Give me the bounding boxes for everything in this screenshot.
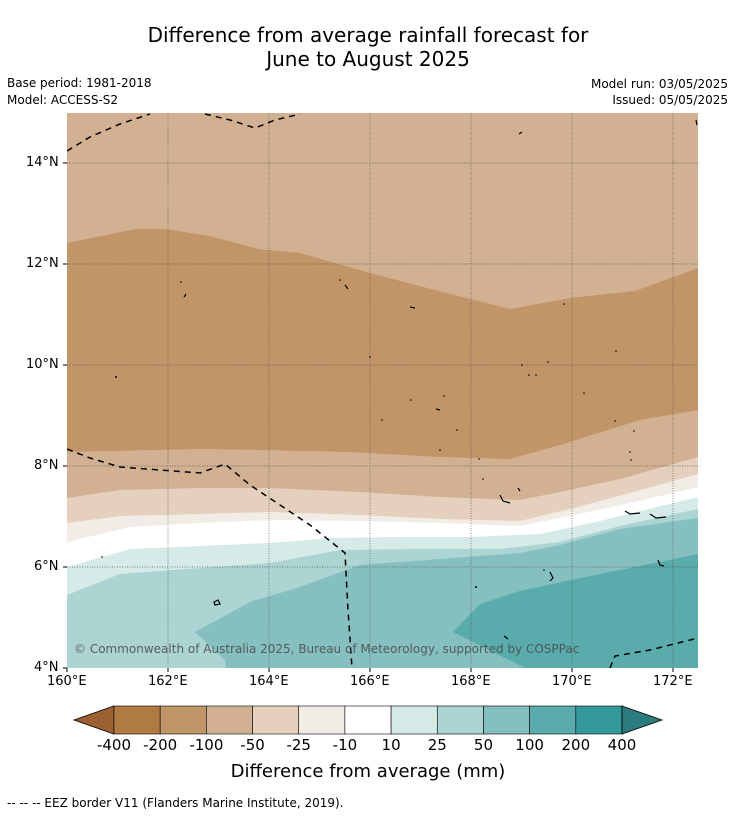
- colorbar-tick-label: -10: [332, 736, 358, 754]
- lon-label-168e: 168°E: [451, 674, 491, 689]
- model-name: Model: ACCESS-S2: [7, 93, 119, 107]
- issued-date: Issued: 05/05/2025: [612, 93, 728, 107]
- lon-label-160e: 160°E: [47, 674, 87, 689]
- lon-label-162e: 162°E: [148, 674, 188, 689]
- colorbar-extend-low: [72, 705, 115, 735]
- band-plus-100: [453, 554, 698, 668]
- colorbar-tick-label: -25: [286, 736, 311, 754]
- colorbar-segment: [252, 705, 300, 735]
- lat-label-6n: 6°N: [34, 559, 59, 574]
- colorbar-segment: [344, 705, 392, 735]
- lat-label-14n: 14°N: [26, 155, 59, 170]
- lat-label-12n: 12°N: [26, 256, 59, 271]
- lon-label-164e: 164°E: [249, 674, 289, 689]
- copyright-notice: © Commonwealth of Australia 2025, Bureau…: [74, 642, 579, 656]
- colorbar-segment: [159, 705, 207, 735]
- colorbar-tick-label: 25: [427, 736, 447, 754]
- colorbar: [72, 705, 664, 735]
- eez-borders: [67, 113, 698, 668]
- lat-label-4n: 4°N: [34, 660, 59, 675]
- lat-label-10n: 10°N: [26, 357, 59, 372]
- island-coastlines: [183, 119, 698, 640]
- colorbar-segment: [390, 705, 438, 735]
- colorbar-tick-label: -200: [143, 736, 178, 754]
- colorbar-tick-label: 400: [607, 736, 637, 754]
- graticule: [67, 113, 698, 668]
- colorbar-tick-label: -50: [240, 736, 265, 754]
- lon-label-166e: 166°E: [350, 674, 390, 689]
- colorbar-title: Difference from average (mm): [230, 761, 506, 782]
- colorbar-segment: [298, 705, 346, 735]
- rainfall-contours: [67, 113, 698, 668]
- colorbar-tick-label: 100: [515, 736, 544, 754]
- colorbar-segment: [483, 705, 530, 735]
- colorbar-tick-label: 50: [473, 736, 493, 754]
- colorbar-tick-label: -100: [189, 736, 224, 754]
- colorbar-segment: [436, 705, 484, 735]
- lon-label-170e: 170°E: [552, 674, 592, 689]
- colorbar-segment: [206, 705, 253, 735]
- colorbar-segment: [113, 705, 161, 735]
- map-title-line1: Difference from average rainfall forecas…: [147, 23, 589, 47]
- colorbar-extend-high: [621, 705, 664, 735]
- island-points: [101, 279, 635, 588]
- colorbar-tick-label: 10: [381, 736, 401, 754]
- colorbar-segment: [575, 705, 623, 735]
- base-period: Base period: 1981-2018: [7, 76, 152, 90]
- eez-footnote: -- -- -- EEZ border V11 (Flanders Marine…: [7, 796, 344, 810]
- axis-ticks: [63, 162, 674, 672]
- colorbar-segment: [529, 705, 577, 735]
- colorbar-tick-label: -400: [96, 736, 132, 754]
- band-minus-100: [67, 229, 698, 459]
- lon-label-172e: 172°E: [653, 674, 693, 689]
- colorbar-tick-label: 200: [561, 736, 591, 754]
- model-run: Model run: 03/05/2025: [590, 77, 728, 91]
- lat-label-8n: 8°N: [34, 458, 59, 473]
- map-title-line2: June to August 2025: [266, 47, 470, 71]
